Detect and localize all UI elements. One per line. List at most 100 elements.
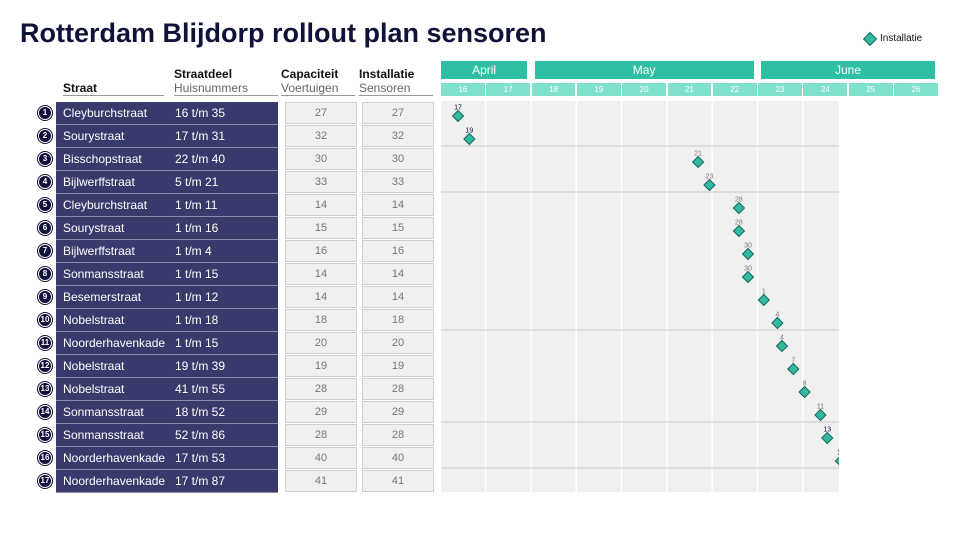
week-20: 20 [622,83,667,96]
sensor-value: 33 [362,171,434,193]
table-row: 6 Sourystraat 1 t/m 16 15 15 [0,217,440,240]
installatie-day-label: 30 [744,266,752,273]
column-header-capaciteit: Capaciteit Voertuigen [281,67,355,96]
capacity-value: 14 [285,286,357,308]
month-june: June [761,61,935,79]
sensor-value: 40 [362,447,434,469]
week-19: 19 [576,83,621,96]
page-title: Rotterdam Blijdorp rollout plan sensoren [20,18,547,48]
installatie-day-label: 23 [706,174,714,181]
week-24: 24 [803,83,848,96]
week-21: 21 [667,83,712,96]
table-row: 12 Nobelstraat 19 t/m 39 19 19 [0,355,440,378]
row-number: 14 [38,405,52,419]
installatie-day-label: 11 [817,404,824,411]
week-column-22 [712,101,757,492]
street-bar [56,263,278,286]
capacity-value: 14 [285,263,357,285]
street-name: Cleyburchstraat [63,106,148,120]
month-may: May [534,61,754,79]
street-bar [56,378,278,401]
capacity-value: 28 [285,378,357,400]
sensor-value: 27 [362,102,434,124]
installatie-day-label: 7 [791,358,795,365]
installatie-marker [775,339,789,353]
capacity-value: 41 [285,470,357,492]
week-column-19 [576,101,621,492]
table-row: 9 Besemerstraat 1 t/m 12 14 14 [0,286,440,309]
week-column-21 [667,101,712,492]
column-header-straat: Straat [63,67,164,96]
installatie-marker [732,224,746,238]
column-header-installatie: Installatie Sensoren [359,67,433,96]
column-header-straatdeel: Straatdeel Huisnummers [174,67,278,96]
row-number: 6 [38,221,52,235]
capacity-value: 16 [285,240,357,262]
capacity-value: 14 [285,194,357,216]
installatie-day-label: 15 [837,450,839,457]
capacity-value: 40 [285,447,357,469]
street-bar [56,194,278,217]
street-bar [56,355,278,378]
sensor-value: 41 [362,470,434,492]
street-part: 1 t/m 11 [175,198,218,212]
installatie-marker [703,178,716,192]
installatie-day-label: 1 [762,289,766,296]
installatie-day-label: 21 [694,151,702,158]
sensor-value: 28 [362,378,434,400]
street-name: Cleyburchstraat [63,198,148,212]
installatie-marker [732,201,746,215]
sensor-value: 14 [362,263,434,285]
sensor-value: 20 [362,332,434,354]
street-bar [56,125,278,148]
week-23: 23 [758,83,802,96]
street-part: 22 t/m 40 [175,152,226,166]
street-name: Nobelstraat [63,382,125,396]
street-part: 1 t/m 15 [175,267,219,281]
installatie-marker [463,132,476,146]
row-number: 1 [38,106,52,120]
week-22: 22 [712,83,757,96]
row-number: 17 [38,474,52,488]
capacity-value: 15 [285,217,357,239]
street-bar [56,401,278,424]
street-name: Noorderhavenkade [63,474,166,488]
sensor-value: 19 [362,355,434,377]
installatie-marker [771,316,784,330]
street-bar [56,102,278,125]
capaciteit-header: Capaciteit [281,67,339,81]
street-part: 17 t/m 87 [175,474,226,488]
month-april: April [441,61,528,79]
row-number: 11 [38,336,52,350]
capacity-value: 28 [285,424,357,446]
capacity-value: 32 [285,125,357,147]
week-17: 17 [486,83,531,96]
voertuigen-subheader: Voertuigen [281,81,339,95]
row-number: 10 [38,313,52,327]
row-number: 2 [38,129,52,143]
sensor-value: 28 [362,424,434,446]
week-column-24 [803,101,839,492]
street-name: Sonmansstraat [63,267,144,281]
row-number: 9 [38,290,52,304]
installatie-marker [798,385,811,399]
street-part: 1 t/m 16 [175,221,219,235]
capacity-value: 30 [285,148,357,170]
row-number: 4 [38,175,52,189]
table-row: 17 Noorderhavenkade 17 t/m 87 41 41 [0,470,440,493]
installatie-marker-icon [862,31,878,46]
installatie-marker [741,247,755,261]
installatie-marker [821,431,834,445]
table-row: 7 Bijlwerffstraat 1 t/m 4 16 16 [0,240,440,263]
street-part: 1 t/m 12 [175,290,219,304]
installatie-marker [814,408,827,422]
street-part: 5 t/m 21 [175,175,219,189]
installatie-day-label: 19 [465,128,473,135]
sensor-value: 18 [362,309,434,331]
installatie-day-label: 13 [823,427,831,434]
street-part: 41 t/m 55 [175,382,226,396]
street-part: 19 t/m 39 [175,359,226,373]
installatie-marker [691,155,705,169]
street-bar [56,171,278,194]
street-bar [56,286,278,309]
